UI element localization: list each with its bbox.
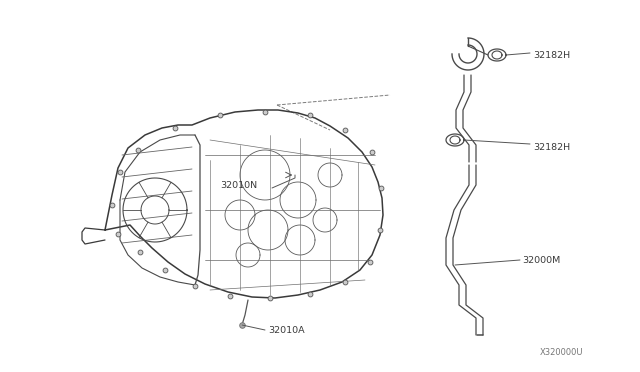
Text: 32182H: 32182H — [533, 143, 570, 152]
Text: 32182H: 32182H — [533, 51, 570, 60]
Text: 32000M: 32000M — [522, 256, 560, 265]
Text: X320000U: X320000U — [540, 348, 584, 357]
Text: 32010N: 32010N — [220, 181, 257, 190]
Text: 32010A: 32010A — [268, 326, 305, 335]
